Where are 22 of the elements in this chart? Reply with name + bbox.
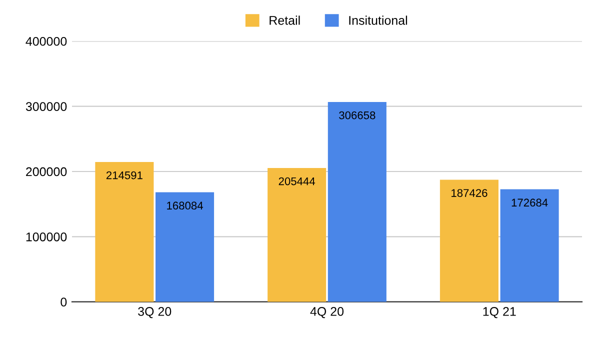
x-tick-label: 3Q 20 [138, 307, 172, 318]
data-label: 168084 [167, 202, 203, 210]
y-tick-label: 300000 [26, 102, 67, 111]
bar [328, 102, 386, 302]
bar [268, 168, 326, 302]
y-tick-label: 200000 [26, 167, 67, 176]
y-tick-label: 400000 [26, 36, 67, 46]
data-label: 214591 [106, 171, 142, 180]
bar [156, 192, 214, 302]
legend-label: Insitutional [349, 16, 408, 25]
bar [500, 189, 559, 302]
legend-label: Retail [270, 16, 300, 25]
x-tick-label: 1Q 21 [483, 307, 516, 318]
bar [440, 180, 498, 302]
data-label: 306658 [339, 111, 376, 120]
x-tick-label: 4Q 20 [310, 307, 344, 318]
data-label: 187426 [452, 189, 488, 197]
y-tick-label: 100000 [26, 232, 67, 242]
data-label: 172684 [512, 198, 548, 207]
data-label: 205444 [278, 177, 316, 186]
y-tick-label: 0 [60, 298, 67, 306]
bar [95, 162, 154, 302]
